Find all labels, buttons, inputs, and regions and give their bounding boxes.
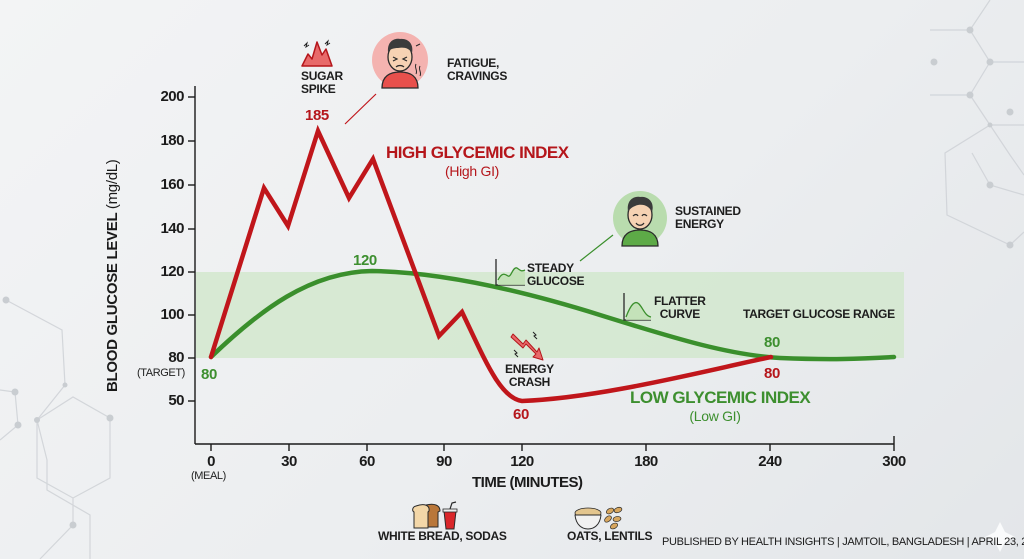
sustained-energy-avatar-icon bbox=[613, 191, 667, 247]
high-gi-title: HIGH GLYCEMIC INDEX bbox=[386, 143, 569, 162]
fatigue-leader-line bbox=[344, 93, 377, 125]
energy-crash-icon bbox=[510, 331, 544, 361]
flatter-line2: CURVE bbox=[659, 307, 701, 321]
sparkle-icon bbox=[985, 522, 1015, 552]
y-target-note: (TARGET) bbox=[137, 367, 185, 379]
fatigue-avatar-icon bbox=[372, 32, 428, 89]
low-gi-peak-value: 120 bbox=[353, 252, 377, 269]
x-axis-label: TIME (MINUTES) bbox=[472, 474, 583, 491]
sustained-line2: ENERGY bbox=[675, 217, 724, 231]
axes bbox=[188, 86, 895, 451]
fatigue-line2: CRAVINGS bbox=[447, 69, 508, 83]
low-gi-end-value: 80 bbox=[764, 334, 780, 351]
low-gi-title: LOW GLYCEMIC INDEX bbox=[630, 388, 811, 407]
publisher-footer: PUBLISHED BY HEALTH INSIGHTS | JAMTOIL, … bbox=[662, 536, 1024, 548]
fatigue-line1: FATIGUE, bbox=[447, 56, 500, 70]
x-tick-0: 0 bbox=[207, 453, 215, 470]
y-axis-unit: (mg/dL) bbox=[104, 159, 121, 210]
y-axis-title: BLOOD GLUCOSE LEVEL bbox=[104, 212, 121, 392]
bread-soda-icon bbox=[412, 501, 458, 530]
flatter-curve-label: FLATTER CURVE bbox=[654, 295, 706, 321]
crash-line1: ENERGY bbox=[505, 362, 554, 376]
steady-glucose-label: STEADY GLUCOSE bbox=[527, 261, 585, 288]
y-tick-200: 200 bbox=[160, 88, 184, 105]
steady-line1: STEADY bbox=[527, 261, 574, 275]
high-gi-peak-value: 185 bbox=[305, 107, 329, 124]
steady-line2: GLUCOSE bbox=[527, 274, 585, 288]
low-gi-food-label: OATS, LENTILS bbox=[567, 529, 653, 543]
sugar-spike-line1: SUGAR bbox=[301, 69, 343, 83]
y-tick-180: 180 bbox=[160, 132, 184, 149]
fatigue-label: FATIGUE, CRAVINGS bbox=[447, 57, 507, 83]
low-gi-curve bbox=[208, 268, 897, 362]
y-tick-80: 80 bbox=[168, 349, 184, 366]
sustained-line1: SUSTAINED bbox=[675, 204, 741, 218]
y-tick-120: 120 bbox=[160, 263, 184, 280]
y-axis-label: BLOOD GLUCOSE LEVEL (mg/dL) bbox=[104, 159, 121, 392]
sustained-energy-label: SUSTAINED ENERGY bbox=[675, 205, 741, 231]
sugar-spike-line2: SPIKE bbox=[301, 82, 336, 96]
crash-line2: CRASH bbox=[508, 375, 551, 389]
x-tick-180: 180 bbox=[634, 453, 658, 470]
x-tick-60: 60 bbox=[359, 453, 375, 470]
high-gi-legend: HIGH GLYCEMIC INDEX (High GI) bbox=[386, 143, 569, 179]
sustained-leader-line bbox=[579, 234, 614, 262]
high-gi-end-value: 80 bbox=[764, 365, 780, 382]
y-tick-100: 100 bbox=[160, 306, 184, 323]
target-range-label: TARGET GLUCOSE RANGE bbox=[743, 307, 895, 321]
x-tick-300: 300 bbox=[882, 453, 906, 470]
low-gi-start-value: 80 bbox=[201, 366, 217, 383]
x-tick-90: 90 bbox=[436, 453, 452, 470]
sugar-spike-label: SUGAR SPIKE bbox=[301, 69, 343, 96]
flatter-line1: FLATTER bbox=[654, 294, 706, 308]
y-tick-50: 50 bbox=[168, 392, 184, 409]
high-gi-line bbox=[208, 124, 774, 404]
sugar-spike-icon bbox=[301, 39, 333, 67]
flatter-curve-chart-icon bbox=[623, 293, 652, 321]
x-tick-240: 240 bbox=[758, 453, 782, 470]
steady-glucose-chart-icon bbox=[495, 259, 526, 286]
energy-crash-label: ENERGY CRASH bbox=[505, 363, 554, 389]
high-gi-low-value: 60 bbox=[513, 406, 529, 423]
x-tick-120: 120 bbox=[510, 453, 534, 470]
y-tick-160: 160 bbox=[160, 176, 184, 193]
target-range-band bbox=[196, 272, 904, 358]
x-tick-30: 30 bbox=[281, 453, 297, 470]
high-gi-subtitle: (High GI) bbox=[444, 163, 500, 179]
y-tick-140: 140 bbox=[160, 220, 184, 237]
low-gi-legend: LOW GLYCEMIC INDEX (Low GI) bbox=[630, 388, 811, 424]
x-meal-note: (MEAL) bbox=[191, 470, 226, 482]
high-gi-food-label: WHITE BREAD, SODAS bbox=[378, 529, 507, 543]
background-node-dots bbox=[2, 26, 1014, 529]
low-gi-subtitle: (Low GI) bbox=[689, 408, 741, 424]
oats-lentils-icon bbox=[574, 506, 623, 530]
